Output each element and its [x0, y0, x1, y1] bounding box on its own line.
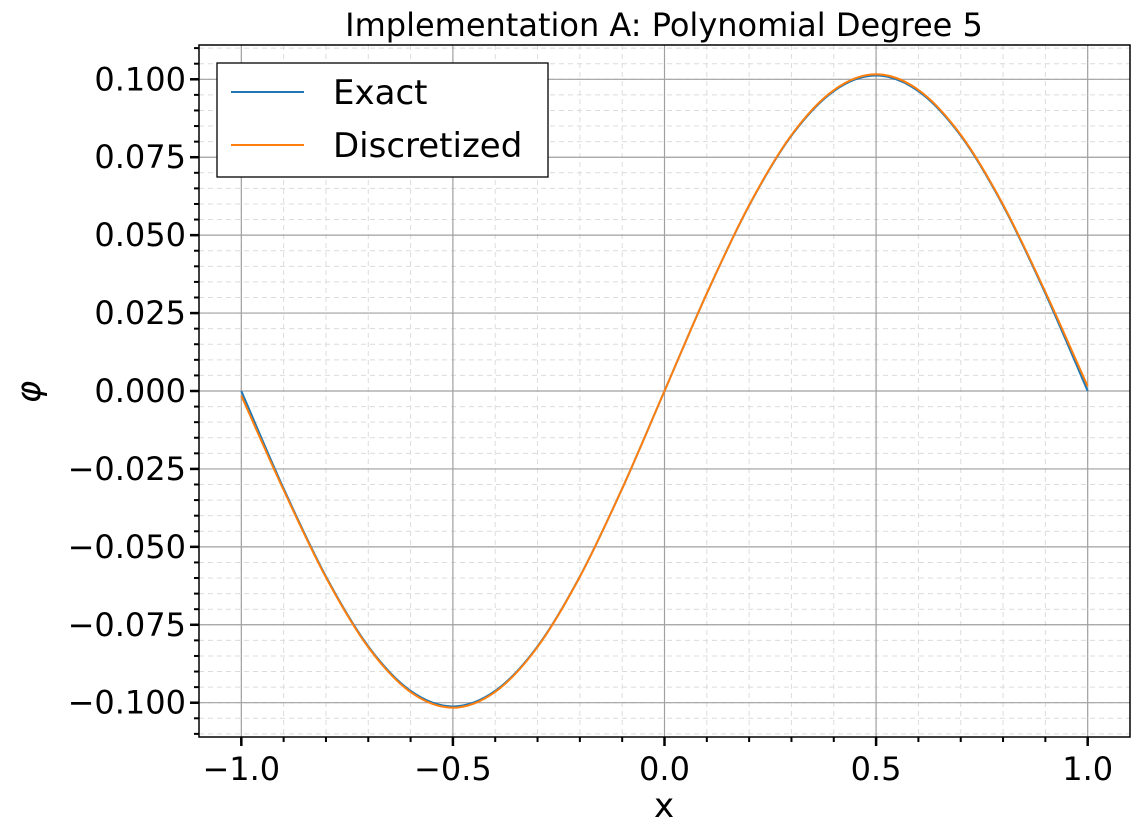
- legend-label-discretized: Discretized: [333, 126, 522, 166]
- y-tick-label: −0.050: [68, 528, 186, 566]
- legend-box: [216, 62, 549, 178]
- tick-labels: −1.0 −0.5 0.0 0.5 1.0 −0.100 −0.075 −0.050 −0.02…: [68, 60, 1114, 788]
- y-tick-label: −0.025: [68, 450, 186, 488]
- y-tick-label: −0.100: [68, 684, 186, 722]
- y-tick-label: 0.100: [94, 60, 186, 98]
- legend-label-exact: Exact: [333, 73, 427, 113]
- series-layer: [240, 73, 1089, 709]
- y-tick-label: 0.075: [94, 138, 186, 176]
- legend: Exact Discretized: [216, 62, 549, 178]
- y-tick-label: 0.025: [94, 294, 186, 332]
- y-tick-label: 0.000: [94, 372, 186, 410]
- x-tick-label: 0.5: [851, 750, 902, 788]
- y-tick-label: −0.075: [68, 606, 186, 644]
- y-tick-label: 0.050: [94, 216, 186, 254]
- x-axis-label: x: [654, 786, 674, 826]
- x-tick-label: 1.0: [1062, 750, 1113, 788]
- x-tick-label: −1.0: [202, 750, 280, 788]
- series-line-discretized: [240, 73, 1089, 709]
- x-tick-label: −0.5: [414, 750, 492, 788]
- x-tick-label: 0.0: [639, 750, 690, 788]
- chart-title: Implementation A: Polynomial Degree 5: [345, 6, 983, 44]
- ticks: [190, 47, 1089, 746]
- y-axis-label: φ: [9, 380, 49, 403]
